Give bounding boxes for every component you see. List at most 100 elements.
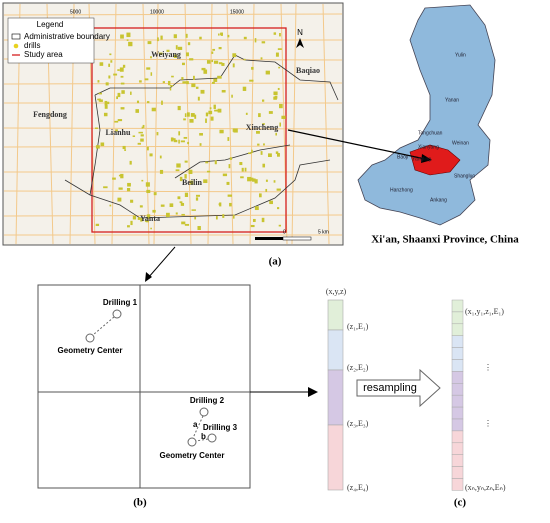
resampled-layer: [451, 430, 464, 444]
legend-swatch: [13, 43, 19, 49]
drill-site: [158, 52, 163, 55]
drill-site: [181, 77, 184, 80]
drill-site: [191, 209, 196, 211]
drill-site: [108, 75, 111, 79]
drill-site: [110, 60, 113, 63]
center: [187, 437, 197, 447]
drill-site: [98, 92, 102, 95]
drill-site: [206, 60, 211, 64]
drill-site: [184, 223, 190, 226]
drill-site: [247, 176, 252, 182]
label: (z₁,E₁): [347, 322, 369, 331]
drill-site: [227, 137, 230, 141]
drill-site: [227, 34, 230, 38]
drill-site: [108, 63, 111, 67]
drill-site: [183, 118, 186, 121]
resampled-column: [451, 299, 464, 491]
drill-site: [140, 134, 144, 137]
city: Xianyang: [418, 144, 439, 150]
drill-site: [176, 163, 181, 168]
scale-label: 0: [283, 229, 286, 235]
drill-site: [260, 57, 263, 60]
panel-label: (b): [133, 497, 147, 509]
drill-site: [193, 75, 195, 80]
drill-site: [146, 101, 150, 104]
drill-site: [117, 119, 123, 122]
label: (x₁,y₁,z₁,E₁): [465, 307, 504, 316]
drill-site: [263, 143, 265, 146]
drill-site: [120, 75, 124, 78]
drill-site: [146, 67, 151, 70]
drill-site: [218, 203, 221, 206]
district: Yanta: [140, 214, 160, 223]
city: Shangluo: [454, 173, 475, 179]
drill-site: [175, 169, 180, 172]
drill-site: [177, 105, 181, 111]
drill-site: [201, 67, 206, 71]
drill-site: [140, 138, 144, 142]
drill-site: [212, 81, 215, 84]
drill-site: [121, 90, 125, 94]
drill-site: [199, 143, 202, 146]
drill-site: [146, 146, 149, 151]
drill-site: [232, 214, 235, 219]
province-map: Yulin Yanan Tongchuan Xianyang Weinan Ba…: [287, 4, 519, 246]
drill-site: [137, 142, 141, 145]
drill-site: [273, 32, 277, 35]
drill-site: [115, 129, 118, 132]
panel-c: (x,y,z) (z₁,E₁) (z₂,E₂) (z₃,E₃) (z₄,E₄) …: [326, 287, 506, 492]
drill-site: [142, 124, 145, 128]
drill-site: [178, 139, 180, 144]
panel-label: (a): [269, 256, 282, 268]
resampled-layer: [451, 478, 464, 491]
drill-site: [173, 139, 178, 143]
drill-site: [173, 54, 178, 58]
road: [226, 3, 234, 245]
drill-site: [276, 188, 281, 191]
resampled-layer: [451, 323, 464, 336]
drill-site: [139, 80, 142, 83]
drill-site: [248, 152, 252, 155]
xian: [409, 144, 461, 176]
drill-site: [107, 101, 110, 105]
drill-site: [218, 62, 223, 65]
drill-site: [277, 48, 282, 50]
drill-site: [262, 163, 266, 168]
city: Baoji: [397, 154, 408, 160]
drill-site: [252, 178, 256, 182]
label: a: [193, 420, 198, 429]
resampled-layer: [451, 311, 464, 325]
drill-site: [244, 167, 247, 172]
drill-site: [139, 205, 143, 208]
drill-site: [189, 119, 194, 123]
drill-site: [260, 151, 263, 155]
drill-site: [211, 59, 214, 63]
layer: [327, 424, 344, 491]
drill-site: [130, 91, 132, 95]
drill-site: [214, 160, 217, 165]
drill-site: [184, 192, 189, 197]
drill-site: [228, 164, 231, 169]
panel-label: (c): [454, 497, 467, 509]
drill: [112, 309, 122, 319]
city-map: Legend Administrative boundary drills St…: [2, 2, 344, 246]
drill-site: [250, 224, 255, 228]
legend-item: Administrative boundary: [24, 32, 110, 41]
drill-site: [245, 112, 248, 115]
label: Geometry Center: [58, 346, 123, 355]
drill-site: [167, 80, 171, 86]
drill-site: [152, 209, 156, 213]
drill-site: [138, 131, 143, 134]
drill-site: [150, 72, 153, 76]
drill-site: [181, 62, 185, 66]
label: ⋮: [484, 419, 492, 428]
drill-site: [141, 179, 144, 182]
drill: [199, 407, 209, 417]
scale-label: 5 km: [318, 229, 329, 235]
resampled-layer: [451, 394, 464, 408]
drill-site: [169, 85, 174, 87]
drill-site: [157, 37, 159, 42]
drill-site: [210, 116, 214, 121]
drill-site: [277, 87, 280, 90]
drill-site: [120, 34, 124, 39]
